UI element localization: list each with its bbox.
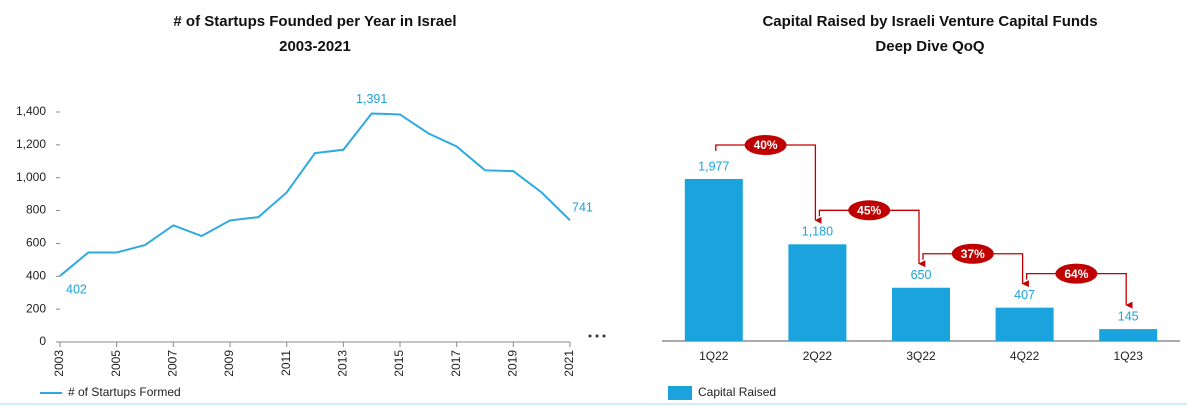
y-tick-label: 600 [26, 236, 46, 250]
bar [1099, 329, 1158, 341]
y-tick-label: 0 [39, 334, 46, 348]
bar [788, 244, 847, 341]
change-badge [848, 200, 891, 221]
line [59, 112, 571, 277]
bar [684, 179, 743, 341]
x-tick-label: 2013 [336, 350, 350, 377]
chart-title: Capital Raised by Israeli Venture Capita… [762, 13, 1097, 30]
change-badge [744, 135, 787, 155]
data-label: 1,977 [698, 159, 729, 173]
change-badge [1055, 263, 1098, 284]
x-tick-label: 4Q22 [1010, 349, 1040, 363]
x-tick-label: 2009 [222, 350, 236, 377]
data-label: 402 [66, 282, 87, 296]
data-label: 650 [911, 268, 932, 282]
chart-subtitle: 2003-2021 [279, 38, 351, 55]
y-tick-label: 400 [26, 268, 46, 282]
x-tick-label: 2017 [449, 350, 463, 377]
data-label: 1,391 [356, 92, 387, 106]
change-label: 64% [1064, 267, 1088, 281]
change-label: 40% [754, 138, 778, 152]
x-tick-label: 1Q22 [699, 349, 729, 363]
x-tick-label: 2019 [506, 350, 520, 377]
chart-title: # of Startups Founded per Year in Israel [173, 13, 456, 30]
data-label: 407 [1014, 288, 1035, 302]
x-tick-label: 1Q23 [1114, 349, 1144, 363]
x-tick-label: 2003 [52, 350, 66, 377]
data-label: 741 [572, 201, 593, 215]
legend-label: # of Startups Formed [68, 385, 181, 399]
x-tick-label: 3Q22 [906, 349, 936, 363]
x-tick-label: 2021 [562, 350, 576, 377]
bar [995, 307, 1054, 341]
y-tick-label: 1,200 [16, 137, 46, 151]
chart-subtitle: Deep Dive QoQ [875, 38, 985, 55]
change-label: 37% [961, 247, 985, 261]
y-tick-label: 1,400 [16, 104, 46, 118]
data-label: 145 [1118, 309, 1139, 323]
legend-label: Capital Raised [698, 385, 776, 399]
y-tick-label: 1,000 [16, 170, 46, 184]
x-tick-label: 2Q22 [803, 349, 833, 363]
x-tick-label: 2005 [109, 350, 123, 377]
change-badge [951, 243, 994, 264]
ellipsis [588, 334, 606, 338]
legend-swatch [668, 386, 692, 400]
data-label: 1,180 [802, 225, 833, 239]
x-tick-label: 2007 [166, 350, 180, 377]
y-tick-label: 200 [26, 301, 46, 315]
change-label: 45% [857, 203, 881, 217]
bar [892, 287, 950, 341]
x-tick-label: 2011 [279, 350, 293, 376]
y-tick-label: 800 [26, 203, 46, 217]
x-tick-label: 2015 [392, 350, 406, 377]
